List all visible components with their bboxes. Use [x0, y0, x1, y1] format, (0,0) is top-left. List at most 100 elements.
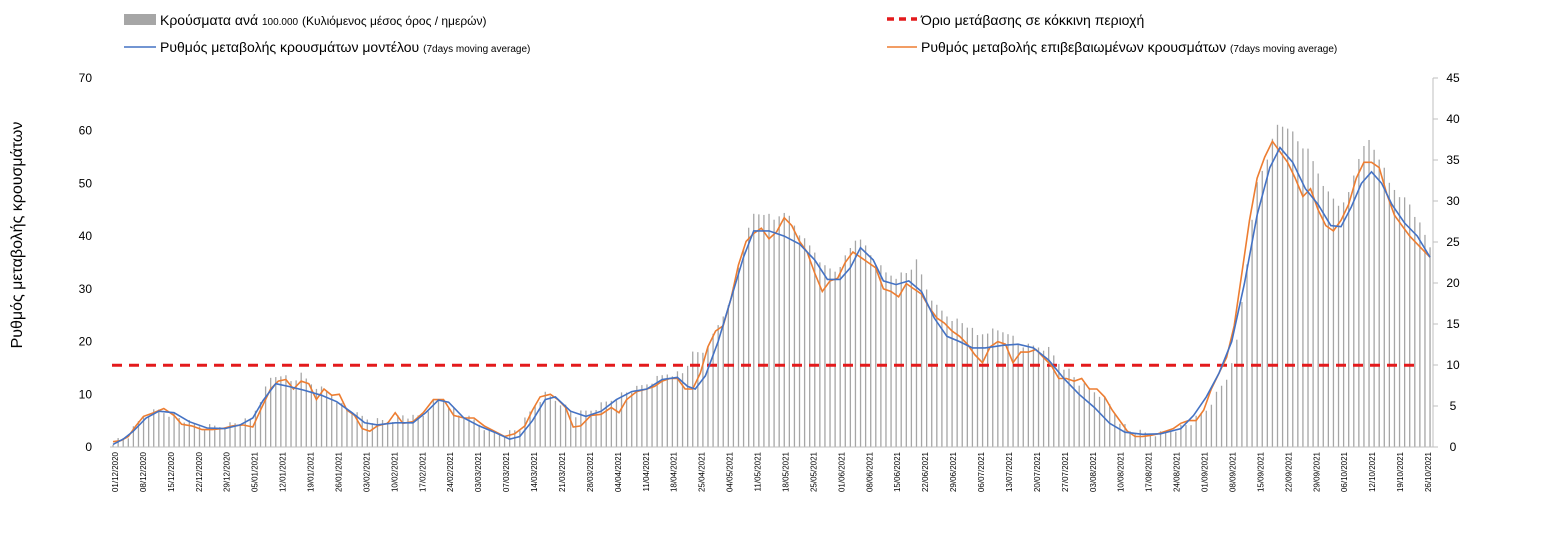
bar	[554, 400, 557, 447]
y-tick-right: 5	[1450, 399, 1457, 413]
bar	[966, 327, 968, 447]
bar	[234, 423, 236, 447]
x-tick-label: 24/08/2021	[1173, 451, 1182, 492]
bar	[397, 415, 399, 447]
y-axis-title: Ρυθμός μεταβολής κρουσμάτων	[9, 122, 26, 349]
y-tick-left: 0	[85, 440, 92, 454]
x-tick-label: 29/06/2021	[949, 451, 958, 492]
bar	[870, 255, 872, 447]
bar	[742, 248, 745, 447]
bar	[366, 419, 368, 447]
bar	[427, 411, 429, 447]
bar	[193, 423, 196, 447]
x-tick-label: 15/09/2021	[1256, 451, 1265, 492]
bar	[488, 428, 490, 447]
bar	[458, 415, 460, 447]
bar	[961, 323, 963, 447]
bar	[346, 408, 348, 447]
bar	[1129, 431, 1131, 447]
bar	[661, 375, 663, 447]
bar	[1373, 149, 1375, 448]
bar	[1287, 128, 1289, 448]
bar	[1109, 404, 1111, 447]
bar	[1063, 369, 1065, 447]
bar	[1220, 385, 1223, 447]
y-tick-left: 60	[79, 124, 93, 138]
legend-confirmed-label: Ρυθμός μεταβολής επιβεβαιωμένων κρουσμάτ…	[921, 39, 1337, 55]
bar	[275, 377, 277, 447]
bar	[1170, 431, 1172, 447]
bar	[158, 409, 160, 447]
bar	[468, 415, 470, 447]
x-tick-label: 20/07/2021	[1033, 451, 1042, 492]
bar	[859, 239, 862, 447]
bar	[1205, 410, 1207, 447]
bar	[483, 430, 485, 447]
bar	[519, 430, 521, 447]
bar	[1348, 192, 1350, 447]
bar	[1409, 204, 1411, 447]
x-tick-label: 19/10/2021	[1396, 451, 1405, 492]
bar	[987, 333, 989, 447]
x-tick-label: 27/07/2021	[1061, 451, 1070, 492]
bar	[1048, 346, 1050, 447]
bar	[646, 384, 648, 447]
bar	[1007, 334, 1009, 447]
bar	[595, 409, 597, 447]
bar	[1236, 339, 1238, 447]
bar	[1307, 148, 1309, 447]
y-tick-left: 50	[79, 176, 93, 190]
bar	[386, 421, 389, 447]
bar	[564, 404, 567, 447]
x-tick-label: 22/12/2020	[195, 451, 204, 492]
bar	[1027, 343, 1029, 447]
bar	[656, 375, 658, 447]
bar	[1098, 396, 1101, 447]
bar	[824, 265, 826, 447]
x-tick-label: 01/12/2020	[111, 451, 120, 492]
bar	[1022, 347, 1024, 447]
x-tick-label: 11/04/2021	[642, 451, 651, 491]
bar	[259, 402, 262, 447]
bar	[1042, 350, 1045, 447]
bar	[310, 384, 313, 447]
bar	[376, 418, 379, 447]
bar	[539, 402, 541, 447]
bar	[610, 400, 613, 447]
bar	[453, 408, 455, 447]
bar	[717, 325, 719, 447]
bar	[183, 422, 185, 447]
y-tick-right: 20	[1446, 276, 1460, 290]
bar	[1414, 216, 1416, 447]
bar	[1134, 433, 1136, 447]
bar	[915, 259, 918, 447]
bar	[356, 412, 358, 447]
x-tick-label: 06/10/2021	[1340, 451, 1349, 492]
x-tick-label: 17/02/2021	[418, 451, 427, 492]
y-tick-left: 40	[79, 229, 93, 243]
bar	[900, 272, 902, 447]
bar	[1363, 146, 1365, 447]
bar	[1342, 202, 1345, 447]
bar	[493, 431, 496, 447]
bar	[885, 272, 887, 447]
bar	[798, 235, 801, 447]
bar	[1251, 219, 1253, 447]
bar	[692, 351, 694, 447]
bar	[590, 410, 592, 447]
y-tick-right: 0	[1450, 440, 1457, 454]
bar	[946, 316, 948, 447]
bar	[549, 396, 552, 447]
bar	[834, 271, 836, 447]
bar	[1337, 205, 1340, 447]
bar	[1292, 131, 1294, 447]
bar	[264, 386, 267, 447]
bars-series	[112, 124, 1431, 448]
bar	[880, 265, 882, 447]
bar	[1322, 185, 1324, 447]
bar	[570, 410, 572, 447]
x-tick-label: 25/05/2021	[809, 451, 818, 492]
bar	[651, 383, 653, 447]
bar	[737, 267, 740, 447]
bar	[783, 212, 785, 447]
